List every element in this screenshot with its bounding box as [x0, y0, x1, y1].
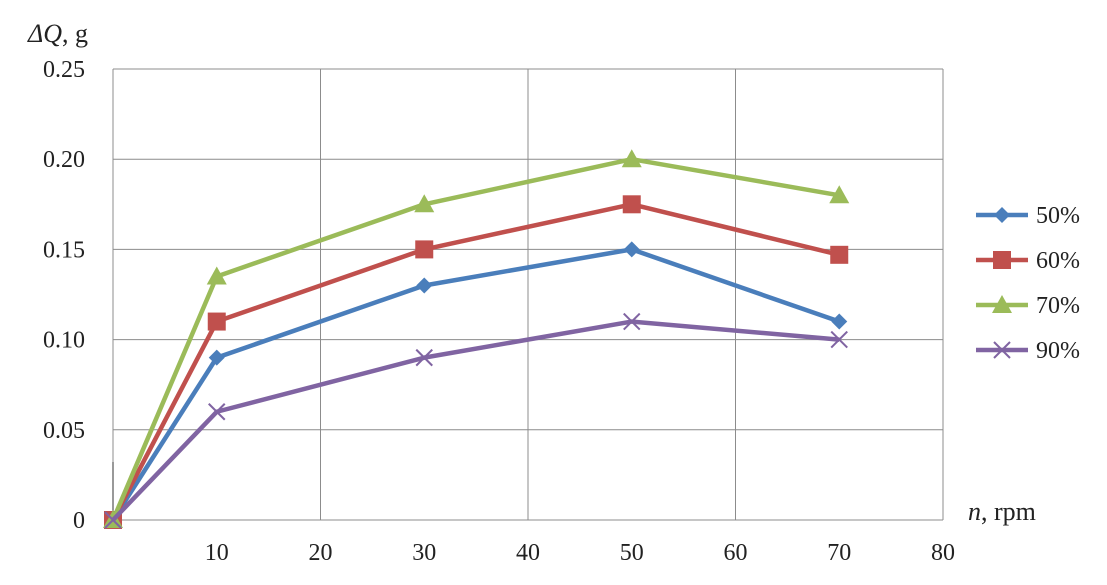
x-marker-stroke	[623, 312, 641, 331]
x-marker-stroke	[208, 403, 226, 421]
series-line	[111, 202, 840, 522]
y-axis-ticks: 0 0.05 0.10 0.15 0.20 0.25	[43, 57, 85, 534]
x-axis-unit: , rpm	[981, 497, 1036, 526]
x-tick-label: 30	[412, 540, 436, 566]
data-point	[415, 240, 434, 259]
data-point	[208, 403, 226, 421]
x-tick-label: 50	[620, 540, 644, 566]
series-50-percent	[105, 241, 848, 528]
y-axis-unit: , g	[62, 19, 88, 48]
data-point	[830, 245, 849, 264]
legend-label: 50%	[1036, 203, 1080, 229]
data-point	[415, 348, 433, 367]
x-marker-stroke	[104, 511, 122, 529]
data-point	[621, 149, 642, 168]
x-tick-label: 70	[827, 540, 851, 566]
y-tick-label: 0.20	[43, 147, 85, 173]
data-point	[831, 313, 848, 330]
series-70-percent	[103, 149, 850, 528]
x-axis-symbol: n	[968, 497, 981, 526]
y-tick-label: 0.15	[43, 237, 85, 263]
legend-item: 90%	[976, 338, 1080, 364]
x-tick-label: 40	[516, 540, 540, 566]
y-tick-label: 0.25	[43, 57, 85, 83]
legend-label: 70%	[1036, 293, 1080, 319]
legend-item: 70%	[976, 293, 1080, 319]
y-tick-label: 0.05	[43, 418, 85, 444]
y-axis-symbol: ΔQ	[27, 19, 62, 48]
legend-label: 90%	[1036, 338, 1080, 364]
chart-grid	[112, 68, 944, 521]
data-point	[414, 194, 435, 213]
series-90-percent	[104, 312, 848, 529]
legend-label: 60%	[1036, 248, 1080, 274]
legend-marker	[993, 251, 1011, 269]
legend-marker	[994, 207, 1010, 223]
data-point	[206, 266, 227, 285]
x-tick-label: 10	[205, 540, 229, 566]
data-point	[623, 241, 640, 258]
x-marker-stroke	[993, 341, 1011, 359]
data-point	[622, 195, 641, 214]
data-point	[208, 349, 225, 366]
y-tick-label: 0	[73, 508, 85, 534]
data-point	[829, 185, 850, 204]
x-tick-label: 20	[309, 540, 333, 566]
x-axis-ticks: 10 20 30 40 50 60 70 80	[205, 540, 955, 566]
series-line	[111, 319, 840, 522]
y-tick-label: 0.10	[43, 328, 85, 354]
x-marker-stroke	[415, 348, 433, 367]
x-marker-stroke	[830, 330, 848, 349]
data-point	[104, 511, 122, 529]
data-point	[623, 312, 641, 331]
legend-item: 60%	[976, 248, 1080, 274]
series-line	[111, 247, 840, 522]
legend-item: 50%	[976, 203, 1080, 229]
legend-marker	[992, 295, 1012, 313]
chart-legend: 50% 60% 70% 90%	[976, 203, 1080, 364]
y-axis-title: ΔQ, g	[27, 19, 88, 48]
legend-marker	[993, 341, 1011, 359]
chart-series	[103, 149, 850, 529]
data-point	[416, 277, 433, 294]
data-point	[830, 330, 848, 349]
x-tick-label: 60	[724, 540, 748, 566]
x-tick-label: 80	[931, 540, 955, 566]
x-axis-title: n, rpm	[968, 497, 1036, 526]
data-point	[207, 312, 226, 331]
